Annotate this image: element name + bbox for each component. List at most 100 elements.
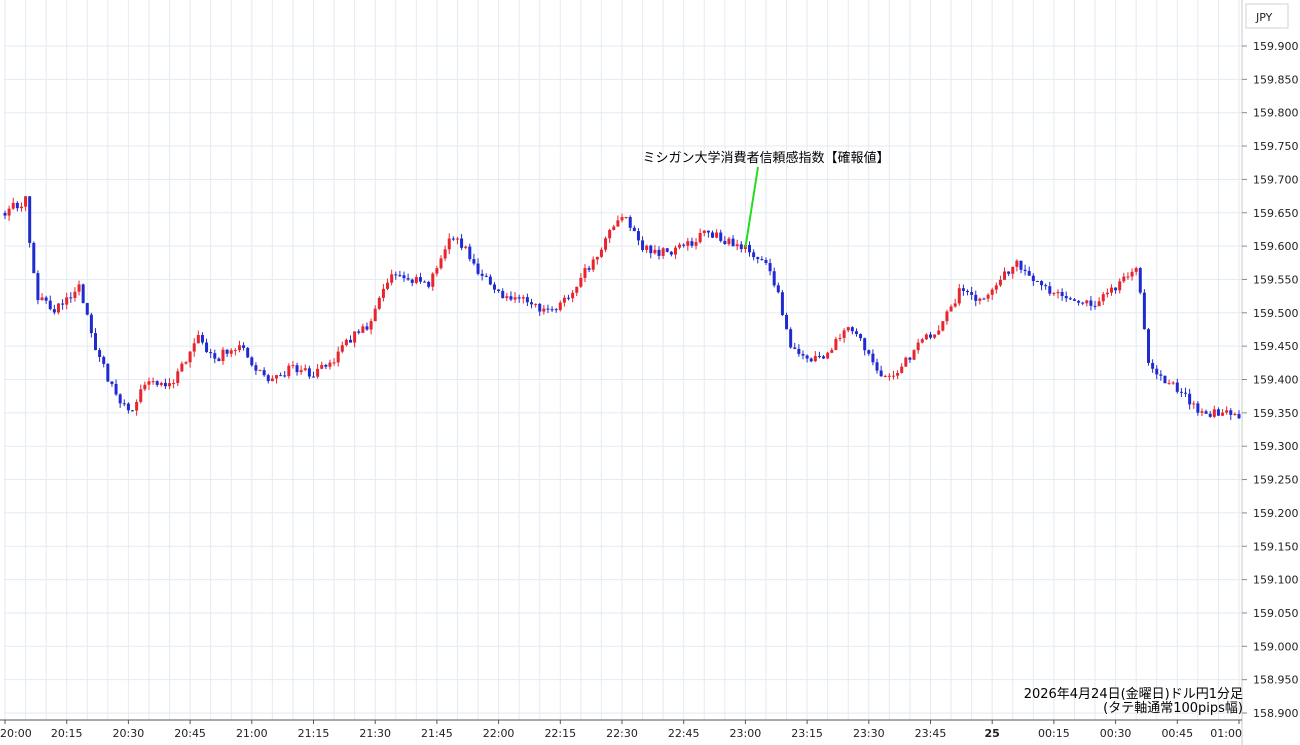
candle <box>349 335 353 343</box>
candle <box>982 297 986 300</box>
candle <box>978 297 982 305</box>
candle-body <box>1200 411 1204 413</box>
candle <box>764 257 768 266</box>
candle <box>36 270 40 305</box>
candle-body <box>410 279 414 283</box>
candle-body <box>19 206 23 209</box>
candle <box>1044 283 1048 290</box>
candle <box>373 305 377 322</box>
candle <box>32 241 36 274</box>
candle-body <box>649 245 653 254</box>
candle-body <box>1175 382 1179 392</box>
candle-body <box>192 343 196 352</box>
candle-body <box>1097 301 1101 307</box>
candle <box>1105 288 1109 298</box>
candle-body <box>961 288 965 291</box>
caption-line2: (タテ軸通常100pips幅) <box>1103 701 1243 716</box>
candle-body <box>641 240 645 250</box>
candle <box>205 338 209 353</box>
candle-body <box>669 251 673 255</box>
candle-body <box>151 381 155 383</box>
candle-body <box>1163 375 1167 384</box>
candle-body <box>780 292 784 315</box>
candle-body <box>1138 268 1142 293</box>
candle-body <box>558 302 562 310</box>
candle <box>122 399 126 407</box>
candle-body <box>1060 292 1064 297</box>
candle-body <box>398 275 402 277</box>
candle <box>118 393 122 408</box>
candle <box>616 215 620 227</box>
candle <box>1109 284 1113 296</box>
candle-body <box>686 241 690 246</box>
x-tick-label: 21:00 <box>236 727 268 740</box>
candle-body <box>612 226 616 231</box>
x-tick-label: 22:00 <box>483 727 515 740</box>
candle <box>1085 299 1089 307</box>
candle-body <box>1167 383 1171 385</box>
candle-body <box>373 308 377 322</box>
candle <box>846 326 850 333</box>
candle <box>455 236 459 245</box>
candle <box>1233 412 1237 416</box>
candle-body <box>1184 392 1188 394</box>
candle <box>748 241 752 257</box>
candle-body <box>455 238 459 240</box>
candle <box>521 294 525 304</box>
x-tick-label: 25 <box>985 727 1000 740</box>
candle-body <box>221 349 225 362</box>
candle <box>480 269 484 281</box>
x-tick-label: 01:00 <box>1210 727 1242 740</box>
candle-body <box>172 383 176 385</box>
candle-body <box>748 244 752 253</box>
candle <box>106 362 110 383</box>
candle <box>476 258 480 276</box>
candle <box>328 359 332 370</box>
candle <box>423 280 427 283</box>
y-tick-label: 159.650 <box>1253 207 1299 220</box>
candle <box>891 370 895 380</box>
candle <box>719 229 723 243</box>
candle <box>1019 260 1023 274</box>
candle-body <box>1027 271 1031 276</box>
candle-body <box>328 362 332 367</box>
candle-body <box>826 352 830 359</box>
candle-body <box>89 314 93 334</box>
candle-body <box>369 321 373 330</box>
candle <box>624 216 628 219</box>
candle <box>246 346 250 359</box>
candle-body <box>542 308 546 312</box>
candle <box>908 356 912 363</box>
candle <box>579 273 583 288</box>
candle-body <box>40 297 44 301</box>
candle-body <box>974 294 978 301</box>
candle-body <box>879 370 883 377</box>
candle-body <box>1105 292 1109 295</box>
candle <box>1040 280 1044 291</box>
chart-caption: 2026年4月24日(金曜日)ドル円1分足 (タテ軸通常100pips幅) <box>1024 686 1243 716</box>
candle-body <box>73 291 77 298</box>
candle-body <box>1031 275 1035 282</box>
x-tick-label: 00:15 <box>1038 727 1070 740</box>
candle-body <box>332 362 336 364</box>
candle <box>546 304 550 314</box>
candle-body <box>924 334 928 340</box>
y-tick-label: 159.800 <box>1253 107 1299 120</box>
candle <box>1015 259 1019 272</box>
candle-body <box>1204 411 1208 414</box>
candle-body <box>838 337 842 339</box>
candle-body <box>209 352 213 354</box>
candle <box>706 230 710 238</box>
candle <box>871 349 875 366</box>
candle-body <box>690 241 694 246</box>
candle <box>682 243 686 248</box>
candle-body <box>859 334 863 339</box>
candle <box>102 355 106 368</box>
candle <box>159 381 163 387</box>
candle <box>760 256 764 261</box>
candle <box>344 338 348 347</box>
candle <box>155 380 159 388</box>
candle-body <box>501 291 505 299</box>
y-tick-label: 159.850 <box>1253 73 1299 86</box>
candle <box>324 363 328 370</box>
